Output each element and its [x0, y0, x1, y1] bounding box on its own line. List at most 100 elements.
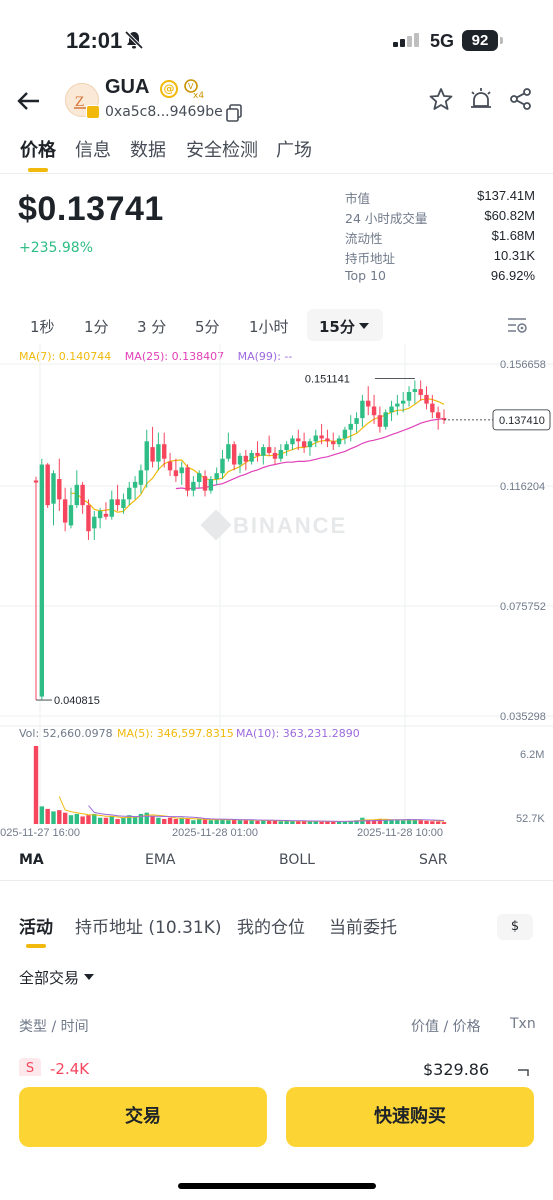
candle-body — [45, 464, 50, 506]
volume-bar — [301, 820, 307, 824]
chevron-down-icon — [84, 974, 94, 980]
tab-security[interactable]: 安全检测 — [186, 140, 258, 161]
interval-15m[interactable]: 15分 — [319, 318, 355, 336]
tab-info[interactable]: 信息 — [75, 140, 111, 161]
volume-bar — [231, 819, 237, 824]
price-change: +235.98% — [19, 240, 94, 256]
alert-icon[interactable] — [468, 86, 494, 112]
indicator-sar[interactable]: SAR — [419, 852, 448, 868]
candlestick-chart[interactable]: BINANCE 0.156658 0.116204 0.075752 0.035298… — [0, 344, 553, 840]
indicator-ema[interactable]: EMA — [145, 852, 176, 868]
svg-text:x4: x4 — [193, 91, 204, 100]
back-arrow-icon[interactable] — [14, 86, 44, 116]
volume-bar — [331, 821, 336, 824]
interval-1s[interactable]: 1秒 — [30, 318, 55, 336]
at-badge-icon[interactable]: @ — [160, 80, 178, 98]
interval-1m[interactable]: 1分 — [84, 318, 109, 336]
candle-body — [290, 438, 295, 445]
tab-square[interactable]: 广场 — [276, 140, 312, 161]
volume-ma10-line — [88, 805, 445, 822]
currency-toggle[interactable]: $ — [497, 914, 533, 940]
chart-settings-icon[interactable] — [506, 315, 528, 335]
volume-bar — [348, 820, 353, 824]
interval-5m[interactable]: 5分 — [195, 318, 220, 336]
copy-icon[interactable] — [226, 104, 242, 122]
interval-bar: 1秒 1分 3 分 5分 1小时 15分 — [0, 306, 553, 344]
stat-holders: 持币地址 10.31K — [345, 248, 535, 268]
tab-data[interactable]: 数据 — [130, 140, 166, 161]
volume-bar — [354, 820, 359, 824]
candle-body — [202, 476, 208, 491]
volume-bar — [214, 819, 219, 824]
candle-body — [360, 400, 365, 419]
volume-bar — [313, 821, 318, 824]
volume-bar — [406, 818, 412, 824]
candle-body — [418, 389, 423, 395]
interval-15m-selector[interactable] — [307, 309, 383, 341]
section-divider — [0, 880, 553, 890]
candle-body — [150, 447, 155, 462]
price-chart[interactable]: MA(7): 0.140744 MA(25): 0.138407 MA(99):… — [0, 344, 553, 840]
multiplier-badge-icon[interactable]: V x4 — [183, 78, 205, 100]
interval-1h[interactable]: 1小时 — [249, 318, 289, 336]
candle-body — [220, 458, 225, 474]
star-icon[interactable] — [428, 86, 454, 112]
candle-body — [348, 423, 353, 430]
candle-body — [103, 513, 109, 517]
volume-bar — [430, 821, 435, 824]
tab-holders[interactable]: 持币地址 (10.31K) — [75, 918, 222, 938]
x-tick-label: 2025-11-28 10:00 — [357, 827, 443, 839]
candle-body — [197, 473, 202, 482]
candle-body — [435, 412, 441, 419]
volume-bar — [319, 821, 324, 824]
stat-liquidity: 流动性 $1.68M — [345, 228, 535, 248]
volume-bar — [109, 816, 114, 824]
trade-button[interactable]: 交易 — [19, 1087, 267, 1147]
candle-body — [272, 452, 278, 459]
stat-label: 流动性 — [345, 231, 383, 246]
volume-bar — [371, 820, 377, 824]
trade-filter[interactable]: 全部交易 — [19, 969, 80, 987]
volume-bar — [185, 818, 190, 824]
tab-my-positions[interactable]: 我的仓位 — [237, 918, 305, 938]
external-link-icon[interactable] — [515, 1068, 531, 1080]
tab-activity[interactable]: 活动 — [19, 918, 53, 938]
share-icon[interactable] — [508, 86, 534, 112]
y-tick-label: 0.156658 — [500, 359, 546, 371]
candle-body — [115, 499, 120, 506]
token-header: Z GUA @ V x4 0xa5c8...9469be — [0, 76, 553, 128]
current-price: $0.13741 — [18, 190, 164, 228]
volume-bar — [138, 813, 144, 824]
candle-body — [331, 441, 336, 445]
candle-body — [336, 438, 342, 445]
candle-body — [401, 400, 406, 404]
volume-bar — [249, 820, 254, 824]
binance-watermark: BINANCE — [200, 509, 345, 541]
volume-bar — [226, 820, 231, 824]
bell-muted-icon — [124, 30, 144, 50]
candle-body — [354, 418, 359, 424]
stat-value: $60.82M — [484, 208, 535, 223]
candle-body — [243, 455, 249, 462]
stat-label: 市值 — [345, 191, 371, 206]
tab-price[interactable]: 价格 — [20, 140, 56, 161]
volume-bar — [255, 820, 260, 824]
interval-3m[interactable]: 3 分 — [137, 318, 167, 336]
activity-tabs: 活动 持币地址 (10.31K) 我的仓位 当前委托 $ — [0, 906, 553, 948]
candle-body — [284, 444, 289, 451]
indicator-boll[interactable]: BOLL — [279, 852, 315, 868]
volume-bar — [342, 821, 348, 824]
candle-body — [185, 467, 190, 491]
sell-badge: S — [19, 1058, 41, 1080]
x-tick-label: 2025-11-27 16:00 — [0, 827, 80, 839]
x-tick-label: 2025-11-28 01:00 — [172, 827, 258, 839]
indicator-ma[interactable]: MA — [19, 852, 44, 868]
quick-buy-button[interactable]: 快速购买 — [286, 1087, 534, 1147]
tab-open-orders[interactable]: 当前委托 — [329, 918, 397, 938]
volume-bar — [173, 818, 179, 824]
svg-text:V: V — [188, 82, 194, 91]
volume-bar — [121, 817, 126, 824]
volume-bar — [167, 817, 173, 824]
volume-bar — [62, 812, 68, 824]
binance-logo-icon — [200, 509, 232, 541]
